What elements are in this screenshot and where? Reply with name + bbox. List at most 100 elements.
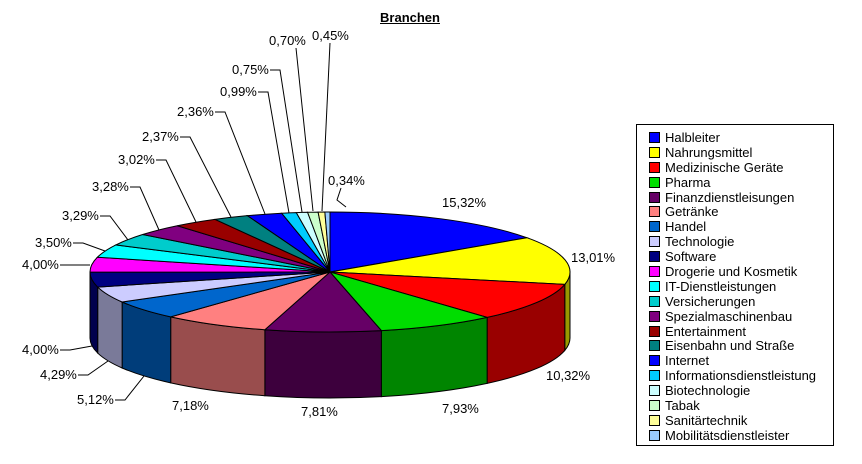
percent-label: 3,02%	[118, 152, 155, 167]
legend-swatch	[649, 265, 660, 277]
legend-item: Finanzdienstleisungen	[649, 190, 831, 205]
label-leader-line	[78, 360, 109, 376]
legend-label: Internet	[665, 353, 710, 369]
percent-label: 3,29%	[62, 208, 99, 223]
legend-swatch	[649, 355, 660, 367]
label-leader-line	[321, 42, 331, 212]
pie-slice-side	[264, 329, 382, 399]
legend-item: Getränke	[649, 204, 831, 219]
percent-label: 2,37%	[142, 129, 179, 144]
percent-label: 15,32%	[442, 195, 487, 210]
legend-item: Mobilitätsdienstleister	[649, 428, 831, 443]
legend-label: Technologie	[665, 234, 735, 250]
label-leader-line	[258, 91, 290, 214]
legend-item: Biotechnologie	[649, 383, 831, 398]
pie-slice	[329, 271, 566, 318]
percent-label: 3,28%	[92, 179, 129, 194]
percent-label: 0,75%	[232, 62, 269, 77]
label-leader-line	[215, 111, 266, 215]
legend-swatch	[649, 236, 660, 248]
legend-item: Drogerie und Kosmetik	[649, 264, 831, 279]
percent-label: 3,50%	[35, 235, 72, 250]
legend-item: Handel	[649, 219, 831, 234]
legend: Halbleiter Nahrungsmittel Medizinische Ger…	[636, 124, 834, 446]
legend-swatch	[649, 385, 660, 397]
label-leader-line	[295, 47, 314, 212]
legend-item: Halbleiter	[649, 130, 831, 145]
legend-item: Tabak	[649, 398, 831, 413]
legend-swatch	[649, 310, 660, 322]
pie-slice	[328, 271, 488, 332]
legend-label: Handel	[665, 219, 707, 235]
legend-swatch	[649, 399, 660, 411]
legend-label: Halbleiter	[665, 129, 720, 145]
legend-item: Spezialmaschinenbau	[649, 309, 831, 324]
percent-label: 4,00%	[22, 342, 59, 357]
percent-label: 0,99%	[220, 84, 257, 99]
legend-label: Eisenbahn und Straße	[665, 338, 795, 354]
legend-label: Getränke	[665, 204, 719, 220]
legend-label: Medizinische Geräte	[665, 159, 784, 175]
percent-label: 0,45%	[312, 28, 349, 43]
legend-item: Versicherungen	[649, 294, 831, 309]
legend-item: Informationsdienstleistung	[649, 368, 831, 383]
legend-label: Tabak	[665, 397, 700, 413]
legend-item: IT-Dienstleistungen	[649, 279, 831, 294]
legend-swatch	[649, 295, 660, 307]
legend-swatch	[649, 251, 660, 263]
label-leader-line	[156, 159, 197, 223]
legend-swatch	[649, 221, 660, 233]
legend-item: Medizinische Geräte	[649, 160, 831, 175]
legend-label: Sanitärtechnik	[665, 412, 748, 428]
legend-item: Entertainment	[649, 324, 831, 339]
legend-swatch	[649, 340, 660, 352]
legend-label: Versicherungen	[665, 293, 756, 309]
legend-swatch	[649, 161, 660, 173]
legend-label: Finanzdienstleisungen	[665, 189, 795, 205]
legend-swatch	[649, 325, 660, 337]
legend-item: Nahrungsmittel	[649, 145, 831, 160]
legend-swatch	[649, 146, 660, 158]
legend-swatch	[649, 370, 660, 382]
legend-item: Internet	[649, 353, 831, 368]
legend-item: Sanitärtechnik	[649, 413, 831, 428]
legend-item: Pharma	[649, 175, 831, 190]
percent-label: 0,34%	[328, 173, 365, 188]
percent-label: 7,18%	[172, 398, 209, 413]
percent-label: 10,32%	[546, 368, 591, 383]
legend-swatch	[649, 176, 660, 188]
label-leader-line	[180, 136, 232, 218]
percent-label: 0,70%	[269, 33, 306, 48]
label-leader-line	[100, 215, 129, 241]
pie-slice	[329, 237, 571, 285]
percent-label: 13,01%	[571, 250, 616, 265]
percent-label: 4,00%	[22, 257, 59, 272]
label-leader-line	[115, 375, 145, 401]
legend-item: Technologie	[649, 234, 831, 249]
legend-label: Biotechnologie	[665, 383, 751, 399]
legend-label: Nahrungsmittel	[665, 144, 753, 160]
legend-item: Eisenbahn und Straße	[649, 338, 831, 353]
percent-label: 4,29%	[40, 367, 77, 382]
legend-label: Informationsdienstleistung	[665, 368, 817, 384]
legend-swatch	[649, 191, 660, 203]
chart-title: Branchen	[380, 10, 440, 25]
label-leader-line	[270, 69, 303, 213]
legend-label: Spezialmaschinenbau	[665, 308, 793, 324]
legend-swatch	[649, 131, 660, 143]
legend-label: Drogerie und Kosmetik	[665, 263, 798, 279]
pie-slice	[329, 211, 529, 273]
percent-label: 2,36%	[177, 104, 214, 119]
percent-label: 5,12%	[77, 392, 114, 407]
label-leader-line	[73, 242, 106, 252]
percent-label: 7,81%	[301, 404, 338, 419]
pie-slice	[263, 271, 383, 333]
legend-swatch	[649, 414, 660, 426]
legend-label: Pharma	[665, 174, 711, 190]
label-leader-line	[60, 345, 93, 351]
percent-label: 7,93%	[442, 401, 479, 416]
legend-swatch	[649, 280, 660, 292]
pie-slice	[170, 271, 331, 331]
